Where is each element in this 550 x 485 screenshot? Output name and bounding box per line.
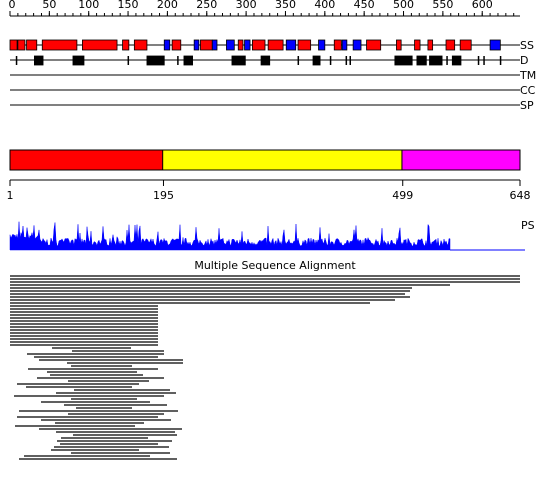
strand bbox=[244, 39, 251, 51]
helix bbox=[122, 39, 130, 51]
disorder-region bbox=[183, 55, 193, 66]
disorder-region bbox=[72, 55, 85, 66]
helix bbox=[26, 39, 38, 51]
domain bbox=[401, 149, 521, 171]
helix bbox=[333, 39, 342, 51]
strand bbox=[341, 39, 348, 51]
disorder-region bbox=[451, 55, 462, 66]
profile-label: PS bbox=[521, 219, 535, 232]
helix bbox=[252, 39, 266, 51]
alignment-title: Multiple Sequence Alignment bbox=[194, 259, 356, 272]
disorder-site bbox=[349, 56, 351, 65]
disorder-region bbox=[394, 55, 413, 66]
helix bbox=[237, 39, 244, 51]
disorder-region bbox=[146, 55, 165, 66]
helix bbox=[445, 39, 456, 51]
domain bbox=[9, 149, 164, 171]
disorder-region bbox=[231, 55, 246, 66]
helix bbox=[17, 39, 26, 51]
helix bbox=[41, 39, 78, 51]
helix bbox=[459, 39, 472, 51]
ruler-label: 550 bbox=[432, 0, 453, 11]
strand bbox=[318, 39, 326, 51]
track-label: SS bbox=[520, 39, 534, 52]
strand bbox=[285, 39, 297, 51]
track-label: SP bbox=[520, 99, 534, 112]
strand bbox=[352, 39, 362, 51]
helix bbox=[9, 39, 18, 51]
track-label: D bbox=[520, 54, 528, 67]
disorder-region bbox=[33, 55, 44, 66]
disorder-site bbox=[15, 56, 18, 65]
helix bbox=[414, 39, 421, 51]
ruler-label: 50 bbox=[42, 0, 56, 11]
disorder-region bbox=[312, 55, 321, 66]
ruler-label: 200 bbox=[157, 0, 178, 11]
disorder-site bbox=[446, 56, 448, 65]
disorder-site bbox=[499, 56, 502, 65]
disorder-site bbox=[329, 56, 332, 65]
ruler-label: 600 bbox=[472, 0, 493, 11]
domain-label: 1 bbox=[7, 189, 14, 202]
ruler-label: 100 bbox=[78, 0, 99, 11]
helix bbox=[297, 39, 312, 51]
strand bbox=[193, 39, 200, 51]
ruler-label: 250 bbox=[196, 0, 217, 11]
disorder-site bbox=[297, 56, 300, 65]
strand bbox=[226, 39, 235, 51]
helix bbox=[133, 39, 148, 51]
ruler-label: 400 bbox=[314, 0, 335, 11]
profile-plot bbox=[9, 221, 451, 251]
ruler-label: 150 bbox=[118, 0, 139, 11]
disorder-site bbox=[483, 56, 485, 65]
disorder-region bbox=[260, 55, 271, 66]
helix bbox=[267, 39, 284, 51]
disorder-site bbox=[477, 56, 480, 65]
track-label: TM bbox=[519, 69, 536, 82]
disorder-region bbox=[429, 55, 443, 66]
disorder-site bbox=[345, 56, 348, 65]
ruler-label: 450 bbox=[354, 0, 375, 11]
helix bbox=[200, 39, 213, 51]
helix bbox=[427, 39, 434, 51]
disorder-site bbox=[127, 56, 130, 65]
helix bbox=[171, 39, 182, 51]
ruler-label: 0 bbox=[9, 0, 16, 11]
disorder-region bbox=[416, 55, 427, 66]
domain-label: 648 bbox=[510, 189, 531, 202]
ruler-label: 500 bbox=[393, 0, 414, 11]
track-label: CC bbox=[520, 84, 536, 97]
helix bbox=[366, 39, 382, 51]
ruler-label: 300 bbox=[236, 0, 257, 11]
disorder-site bbox=[177, 56, 179, 65]
domain bbox=[162, 149, 404, 171]
domain-label: 499 bbox=[392, 189, 413, 202]
helix bbox=[82, 39, 118, 51]
strand bbox=[489, 39, 501, 51]
helix bbox=[396, 39, 402, 51]
ruler-label: 350 bbox=[275, 0, 296, 11]
strand bbox=[211, 39, 218, 51]
strand bbox=[163, 39, 171, 51]
domain-label: 195 bbox=[153, 189, 174, 202]
